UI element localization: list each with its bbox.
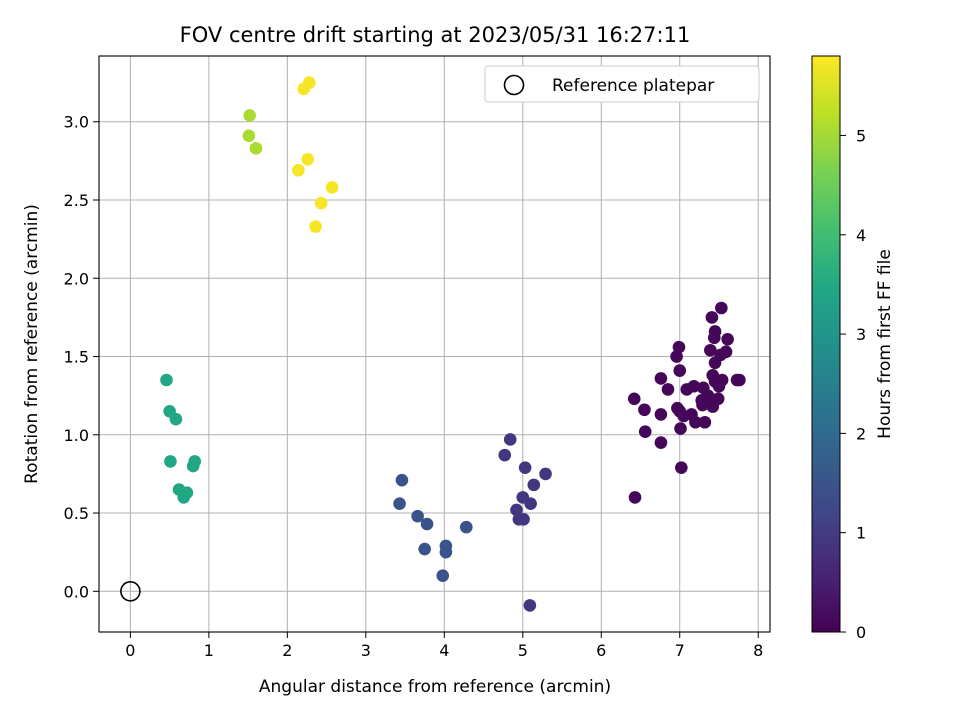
colorbar-tick-label: 5 [856,126,866,145]
scatter-point [395,473,409,487]
scatter-point [517,513,530,526]
colorbar-tick-label: 1 [856,524,866,543]
x-axis-label: Angular distance from reference (arcmin) [259,677,611,697]
scatter-point [689,415,702,429]
y-tick-label: 2.5 [64,191,89,210]
colorbar-ticks: 0 1 2 3 4 5 [840,126,866,642]
scatter-point [704,343,717,357]
scatter-point [673,364,687,377]
scatter-point [301,153,315,166]
scatter-point [715,301,728,315]
scatter-point [733,373,746,387]
scatter-point [169,412,183,426]
legend-marker-circle [503,74,525,96]
colorbar-tick-label: 2 [856,424,866,443]
scatter-point [160,373,173,387]
legend-box [484,65,760,103]
y-tick-label: 1.5 [64,348,89,367]
x-tick-label: 3 [361,641,371,660]
x-tick-label: 2 [282,641,292,660]
data-points [160,76,746,612]
chart-title: FOV centre drift starting at 2023/05/31 … [180,23,691,47]
y-tick-label: 1.0 [64,426,89,445]
scatter-point [706,400,720,413]
colorbar-tick-label: 3 [856,325,866,344]
reference-point [120,581,141,602]
scatter-point [670,350,683,363]
colorbar-tick-label: 4 [856,226,866,245]
scatter-point [177,491,191,504]
scatter-point [698,415,712,429]
scatter-point [696,398,709,412]
scatter-point [674,422,687,435]
scatter-point [715,373,729,387]
scatter-point [687,379,701,393]
y-ticks: 0.0 0.5 1.0 1.5 2.0 2.5 3.0 [64,113,99,601]
scatter-point [186,459,200,473]
scatter-point [721,333,734,346]
legend: Reference platepar [484,65,760,103]
x-tick-label: 4 [439,641,449,660]
x-tick-label: 6 [596,641,606,660]
scatter-point [393,497,406,510]
scatter-point [518,461,532,474]
scatter-point [418,542,431,556]
scatter-point [539,467,552,481]
scatter-point [628,491,642,504]
scatter-point [498,448,512,462]
scatter-point [459,520,473,534]
scatter-point [411,509,424,523]
scatter-point [524,497,537,510]
scatter-point [439,545,453,559]
scatter-point [705,311,719,324]
y-tick-label: 0.0 [64,582,89,601]
x-tick-label: 8 [753,641,763,660]
colorbar-tick-label: 0 [856,623,866,642]
colorbar-label: Hours from first FF file [875,249,895,439]
scatter-point [661,383,675,396]
scatter-point [325,181,339,194]
scatter-point [523,599,537,612]
reference-marker [120,581,141,602]
scatter-point [242,129,256,143]
x-ticks: 0 1 2 3 4 5 6 7 8 [125,632,763,660]
scatter-point [243,109,256,122]
scatter-point [654,436,668,449]
scatter-point [675,461,688,474]
scatter-point [420,517,434,531]
scatter-point [314,196,328,210]
scatter-point [627,392,641,406]
scatter-point [309,220,322,233]
legend-label: Reference platepar [552,76,714,96]
x-tick-label: 1 [204,641,214,660]
scatter-point [292,163,305,177]
scatter-point [638,403,651,417]
scatter-point [707,331,721,345]
scatter-point [503,433,517,446]
x-tick-label: 0 [125,641,135,660]
y-tick-label: 0.5 [64,504,89,523]
colorbar-gradient [811,55,841,633]
scatter-point [164,455,177,468]
x-tick-label: 5 [518,641,528,660]
scatter-point [297,82,311,96]
grid-lines [99,56,770,632]
scatter-point [638,425,652,438]
scatter-point [708,356,722,370]
scatter-point [654,372,668,385]
y-tick-label: 3.0 [64,113,89,132]
x-tick-label: 7 [675,641,685,660]
scatter-point [249,142,263,155]
y-axis-label: Rotation from reference (arcmin) [22,204,42,484]
y-tick-label: 2.0 [64,269,89,288]
scatter-point [436,569,450,582]
plot-frame [98,55,771,633]
colorbar: 0 1 2 3 4 5 Hours from first FF file [811,55,895,642]
scatter-point [654,408,668,421]
scatter-point [527,478,541,492]
